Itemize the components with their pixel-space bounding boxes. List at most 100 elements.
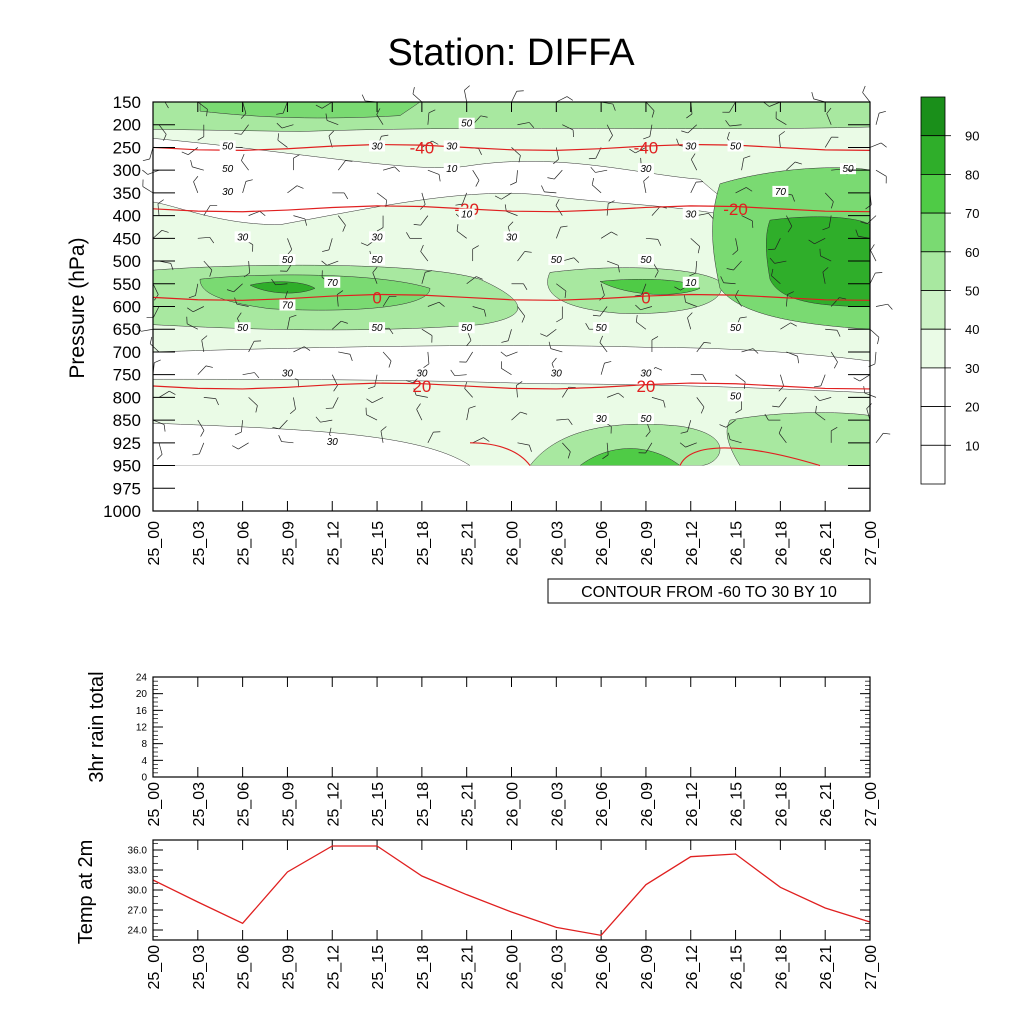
wind-barb xyxy=(546,328,557,337)
wind-barb-feather xyxy=(271,278,276,286)
humidity-contour-label: 10 xyxy=(461,210,473,221)
x-tick-label: 26_06 xyxy=(594,782,611,827)
humidity-label-bg xyxy=(458,208,475,220)
wind-barb xyxy=(544,191,557,194)
wind-barb-feather xyxy=(226,289,234,293)
wind-barb xyxy=(562,124,574,131)
wind-barb xyxy=(606,260,619,266)
wind-barb xyxy=(729,124,742,127)
y-tick-label: 16 xyxy=(136,706,148,717)
wind-barb xyxy=(152,419,165,425)
time-tick-label: 27_00 xyxy=(863,521,880,566)
pressure-tick-label: 650 xyxy=(113,320,141,339)
wind-barb xyxy=(382,166,395,171)
wind-barb-feather xyxy=(743,381,746,389)
time-tick-label: 25_21 xyxy=(460,521,477,566)
wind-barb xyxy=(287,185,298,194)
wind-barb-feather xyxy=(237,312,242,319)
humidity-label-bg xyxy=(593,322,610,334)
pressure-tick-label: 200 xyxy=(113,116,141,135)
wind-barb-feather xyxy=(240,113,247,119)
wind-barb-feather xyxy=(608,200,615,204)
wind-barb xyxy=(152,230,163,239)
wind-barb xyxy=(382,351,392,362)
wind-barb-feather xyxy=(735,409,742,414)
wind-barb-feather xyxy=(676,138,680,146)
humidity-contour-label: 50 xyxy=(222,164,234,175)
time-tick-label: 25_09 xyxy=(280,521,297,566)
x-tick-label: 25_09 xyxy=(280,782,297,827)
wind-barb xyxy=(875,433,884,444)
wind-barb xyxy=(293,397,296,410)
wind-barb-feather xyxy=(192,453,200,456)
wind-barb xyxy=(242,372,255,376)
wind-barb xyxy=(193,181,199,194)
wind-barb xyxy=(421,328,433,336)
wind-barb xyxy=(142,186,154,194)
x-tick-label: 26_06 xyxy=(594,945,611,990)
humidity-label-bg xyxy=(637,254,654,266)
x-tick-label: 25_03 xyxy=(191,945,208,990)
x-tick-label: 25_03 xyxy=(191,782,208,827)
wind-barb xyxy=(427,169,440,175)
humidity-contour-label: 30 xyxy=(372,141,384,152)
wind-barb-feather xyxy=(555,199,560,206)
wind-barb-feather xyxy=(163,424,166,432)
wind-barb-feather xyxy=(388,360,392,368)
wind-barb xyxy=(741,215,753,222)
wind-barb xyxy=(645,237,658,240)
wind-barb-feather xyxy=(830,201,834,209)
x-tick-label: 25_15 xyxy=(370,782,387,827)
temp-contour-label: -20 xyxy=(723,200,748,219)
colorbar-box xyxy=(920,173,946,214)
wind-barb-feather xyxy=(691,153,696,160)
wind-barb xyxy=(203,205,211,216)
x-tick-label: 26_03 xyxy=(549,782,566,827)
humidity-contour-label: 30 xyxy=(237,232,249,243)
humidity-label-bg xyxy=(369,254,386,266)
wind-barb-feather xyxy=(787,226,793,233)
time-tick-label: 26_09 xyxy=(639,521,656,566)
wind-barb xyxy=(643,181,647,193)
y-tick-label: 24 xyxy=(136,673,148,684)
wind-barb-feather xyxy=(476,276,483,280)
wind-barb xyxy=(152,283,159,295)
wind-barb-feather xyxy=(771,268,774,276)
wind-barb-feather xyxy=(278,435,282,442)
wind-barb-feather xyxy=(811,92,814,99)
wind-barb-feather xyxy=(289,408,296,414)
wind-barb-feather xyxy=(791,194,795,202)
wind-barb-feather xyxy=(520,411,528,415)
wind-barb-feather xyxy=(634,294,642,297)
wind-barb-feather xyxy=(293,154,300,159)
wind-barb xyxy=(277,139,288,148)
wind-barb-feather xyxy=(500,351,507,357)
wind-barb xyxy=(278,419,288,430)
wind-barb xyxy=(651,206,661,216)
humidity-contour-label: 50 xyxy=(461,119,473,130)
wind-barb xyxy=(517,306,526,317)
humidity-label-bg xyxy=(219,185,236,197)
wind-barb-feather xyxy=(464,85,470,91)
wind-barb xyxy=(786,161,796,171)
temp-contour-label: -40 xyxy=(410,138,435,157)
wind-barb-feather xyxy=(787,291,794,295)
wind-barb-feather xyxy=(599,335,603,343)
wind-barb xyxy=(328,238,333,250)
wind-barb xyxy=(464,388,473,398)
colorbar-box xyxy=(920,135,946,175)
wind-barb-feather xyxy=(394,166,400,172)
wind-barb xyxy=(859,374,871,382)
wind-barb-feather xyxy=(188,295,196,299)
wind-barb-feather xyxy=(215,398,219,406)
wind-barb-feather xyxy=(169,390,176,395)
wind-barb-feather xyxy=(450,369,456,376)
wind-barb xyxy=(562,442,571,452)
wind-barb-feather xyxy=(763,101,770,107)
wind-barb xyxy=(511,147,521,156)
rain-panel: 0 4 8 12 16 20 24 25_00 25_03 25_06 25_09 25_12 25_1… xyxy=(136,673,880,827)
humidity-contour-label: 30 xyxy=(685,210,697,221)
colorbar-box xyxy=(920,251,946,291)
wind-barb-feather xyxy=(480,115,488,118)
wind-barb xyxy=(195,283,199,296)
